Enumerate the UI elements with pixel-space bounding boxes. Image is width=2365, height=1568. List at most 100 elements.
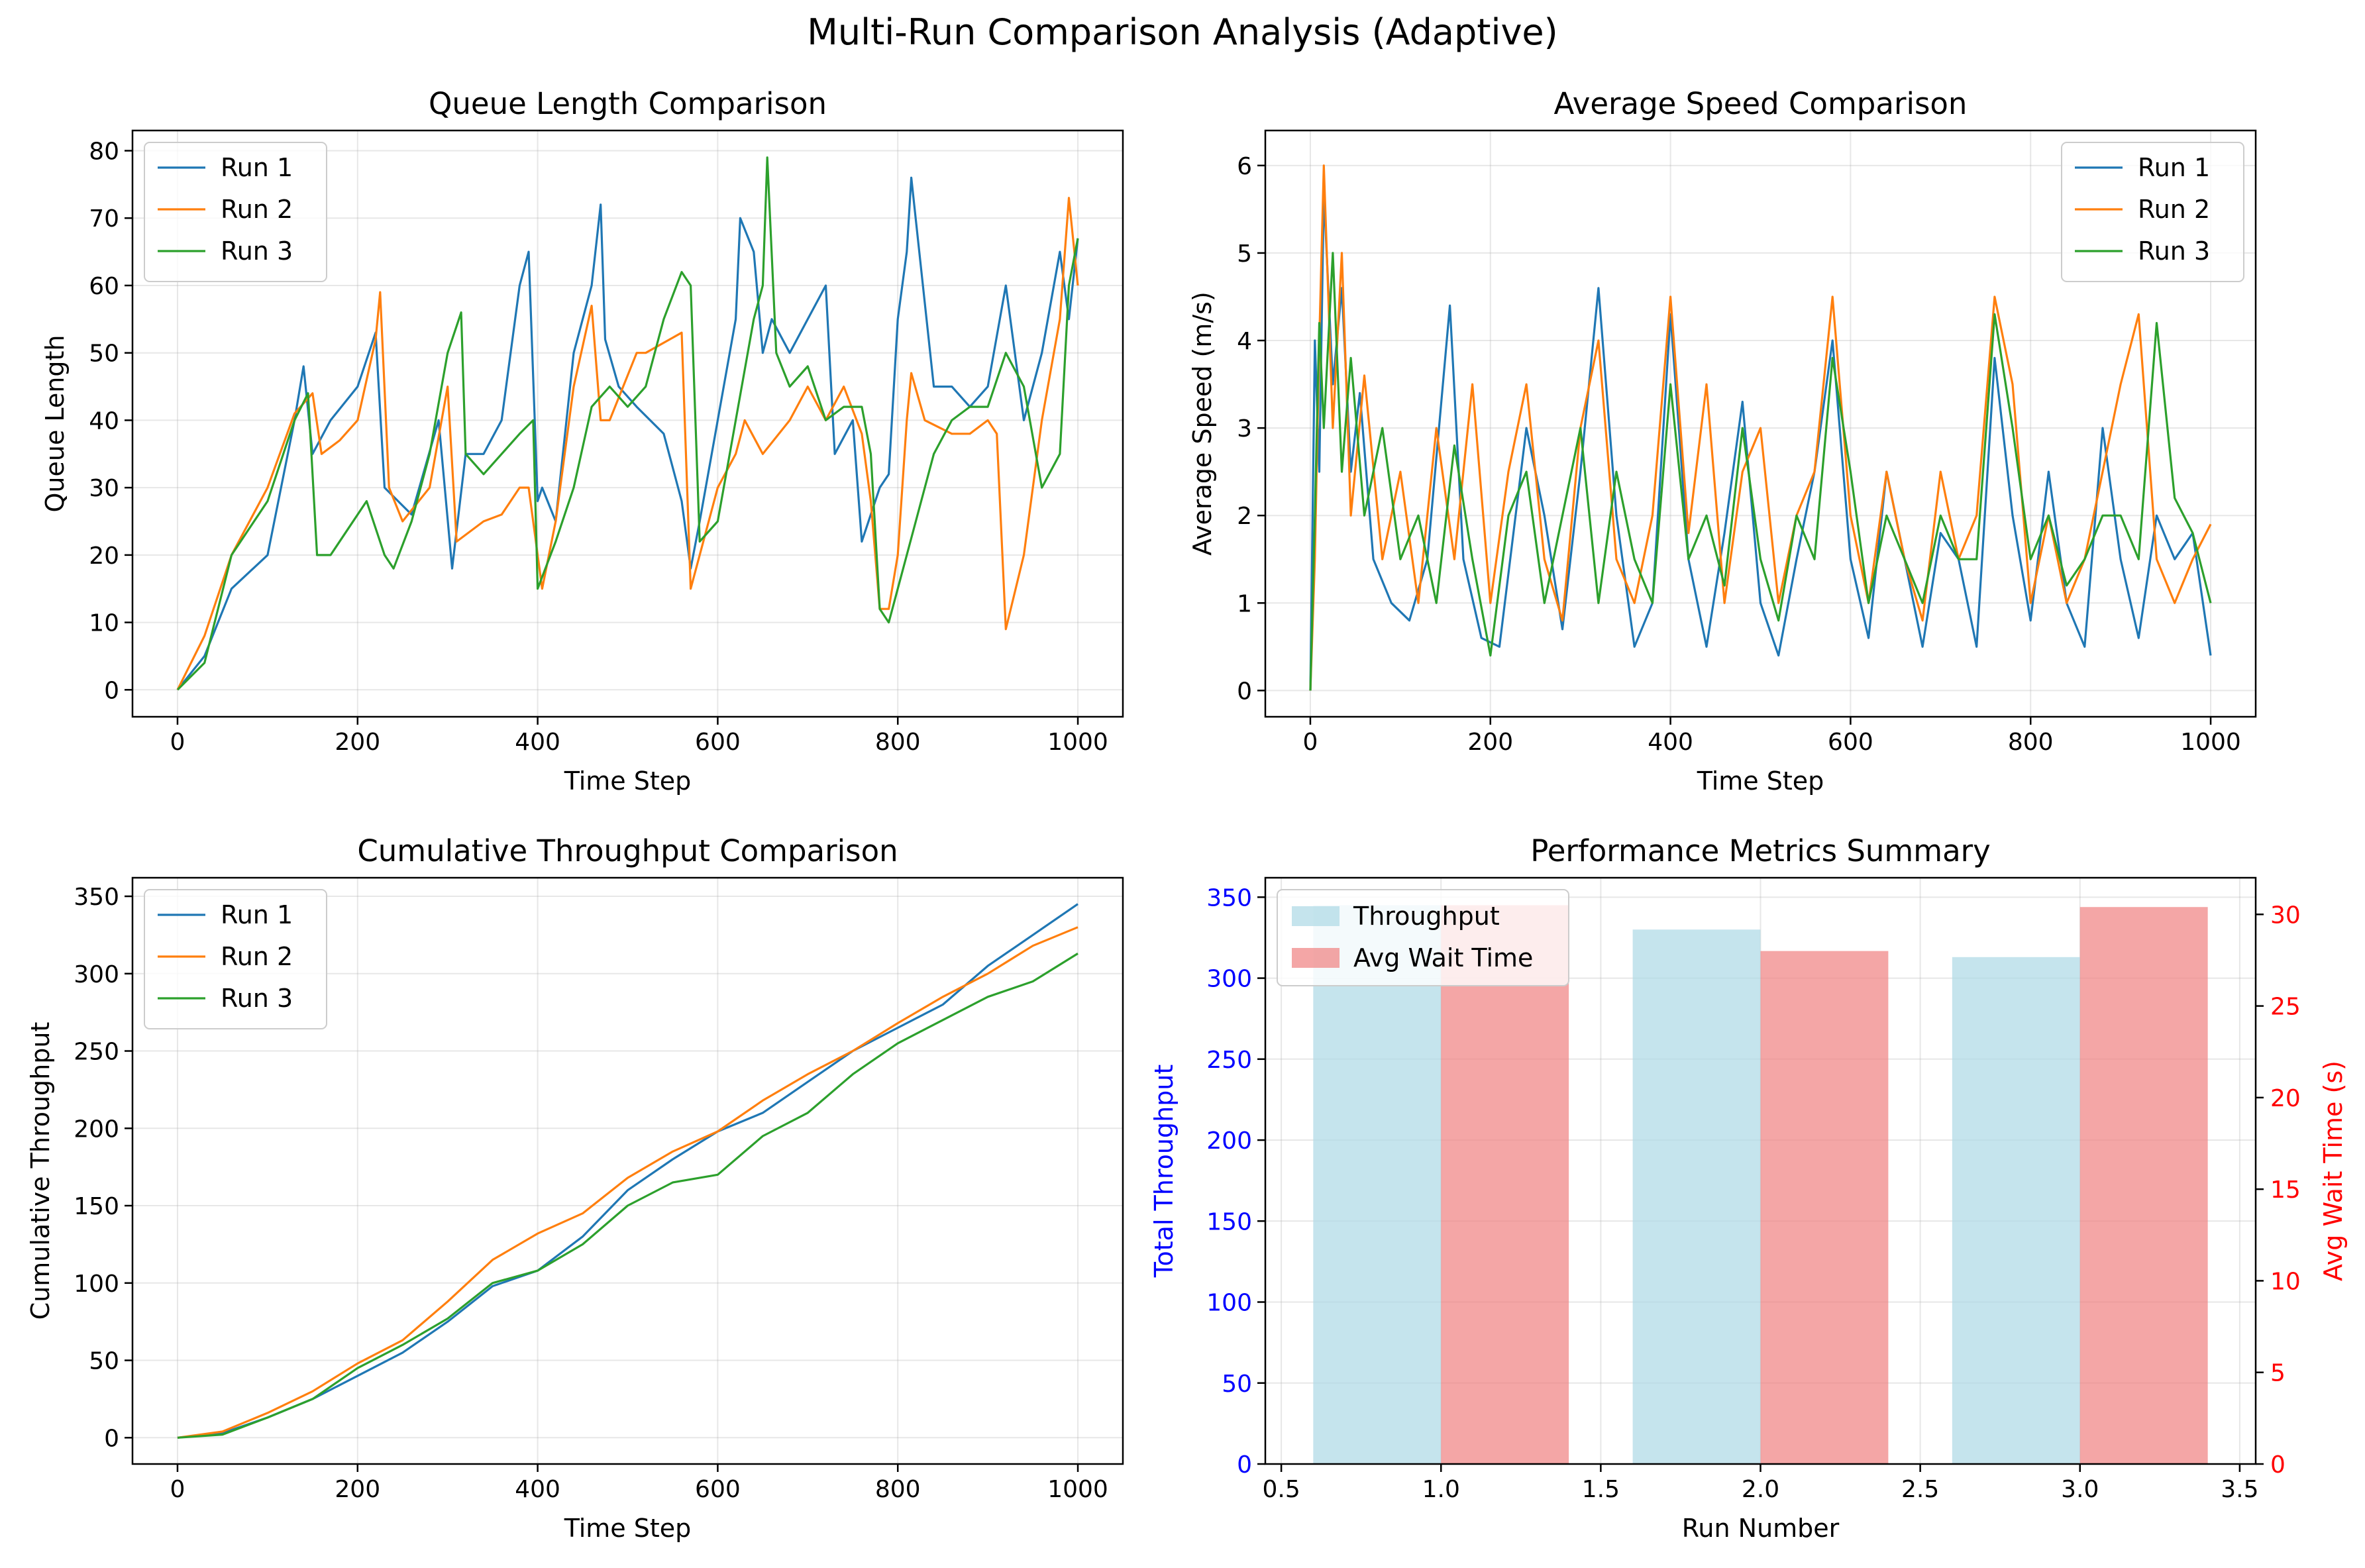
legend-label: Run 3 xyxy=(2138,236,2210,266)
y-tick-label: 0 xyxy=(104,1425,119,1452)
series-line-run-1 xyxy=(176,176,1079,691)
x-tick-label: 200 xyxy=(1467,729,1513,756)
y-left-tick-label: 100 xyxy=(1206,1290,1252,1317)
charts-layer: 0 200 400 600 800 100001020304050607080Queue … xyxy=(26,86,2348,1543)
y-left-axis-label: Total Throughput xyxy=(1149,1065,1179,1279)
axes-frame xyxy=(131,129,1124,718)
x-tick-label: 3.5 xyxy=(2221,1476,2258,1503)
y-tick-label: 150 xyxy=(74,1193,119,1220)
legend-swatch xyxy=(1292,906,1340,926)
chart-title: Average Speed Comparison xyxy=(1554,86,1968,121)
bar-wait-time-run-3 xyxy=(2079,907,2208,1464)
y-left-tick-label: 350 xyxy=(1206,884,1252,912)
x-tick-label: 600 xyxy=(1828,729,1873,756)
y-tick-label: 1 xyxy=(1237,590,1252,617)
axes-frame xyxy=(131,876,1124,1465)
y-axis-label: Cumulative Throughput xyxy=(26,1022,55,1320)
y-tick-label: 10 xyxy=(89,610,119,637)
y-tick-label: 0 xyxy=(1237,678,1252,705)
y-tick-label: 250 xyxy=(74,1039,119,1066)
x-tick-label: 1000 xyxy=(1047,1476,1108,1503)
y-tick-label: 3 xyxy=(1237,415,1252,443)
legend-label: Run 3 xyxy=(221,236,293,266)
y-tick-label: 40 xyxy=(89,407,119,435)
x-tick-label: 400 xyxy=(515,1476,560,1503)
legend-box xyxy=(144,889,327,1029)
y-tick-label: 30 xyxy=(89,475,119,502)
y-tick-label: 350 xyxy=(74,884,119,911)
x-tick-label: 800 xyxy=(875,729,921,756)
legend-box xyxy=(2061,142,2244,282)
chart-title: Cumulative Throughput Comparison xyxy=(357,833,898,868)
y-axis-label: Average Speed (m/s) xyxy=(1188,291,1217,556)
axes-frame xyxy=(1264,129,2257,718)
y-left-tick-label: 200 xyxy=(1206,1127,1252,1155)
legend-label: Run 2 xyxy=(221,942,293,971)
legend-label: Run 1 xyxy=(221,153,293,182)
bar-wait-time-run-1 xyxy=(1441,905,1569,1464)
legend-box xyxy=(144,142,327,282)
x-tick-label: 2.0 xyxy=(1742,1476,1779,1503)
legend-box xyxy=(1277,889,1569,986)
y-right-axis-label: Avg Wait Time (s) xyxy=(2319,1061,2348,1281)
series-line-run-3 xyxy=(176,156,1079,691)
y-right-tick-label: 30 xyxy=(2270,902,2301,929)
y-tick-label: 80 xyxy=(89,138,119,166)
x-tick-label: 1.0 xyxy=(1422,1476,1460,1503)
chart-queue: 0 200 400 600 800 1000 0 10 20 30 40 50 60 70 80 Queue … xyxy=(40,86,1124,796)
y-tick-label: 50 xyxy=(89,1348,119,1375)
chart-throughput: 0 200 400 600 800 1000 0 50 100 150 200 250 300 350 Cu… xyxy=(26,833,1124,1543)
legend-label: Avg Wait Time xyxy=(1353,943,1533,972)
x-tick-label: 1000 xyxy=(1047,729,1108,756)
legend-label: Run 2 xyxy=(221,195,293,224)
y-axis-label: Queue Length xyxy=(40,335,70,513)
bar-throughput-run-3 xyxy=(1952,957,2080,1464)
y-tick-label: 4 xyxy=(1237,328,1252,355)
y-tick-label: 20 xyxy=(89,543,119,570)
x-tick-label: 400 xyxy=(1648,729,1693,756)
y-left-tick-label: 50 xyxy=(1222,1371,1252,1398)
y-left-tick-label: 250 xyxy=(1206,1047,1252,1074)
series-line-run-2 xyxy=(176,197,1079,691)
y-right-tick-label: 20 xyxy=(2270,1085,2301,1112)
y-tick-label: 0 xyxy=(104,677,119,704)
x-axis-label: Time Step xyxy=(564,766,692,796)
y-right-tick-label: 0 xyxy=(2270,1451,2286,1479)
y-tick-label: 50 xyxy=(89,340,119,368)
y-tick-label: 2 xyxy=(1237,503,1252,530)
x-axis-label: Time Step xyxy=(1697,766,1824,796)
figure-suptitle: Multi-Run Comparison Analysis (Adaptive) xyxy=(807,11,1557,53)
legend-label: Run 1 xyxy=(2138,153,2210,182)
x-tick-label: 200 xyxy=(335,729,380,756)
legend-label: Throughput xyxy=(1353,902,1500,931)
x-tick-label: 600 xyxy=(695,1476,741,1503)
bar-throughput-run-1 xyxy=(1313,905,1442,1464)
chart-title: Performance Metrics Summary xyxy=(1530,833,1991,868)
y-left-tick-label: 300 xyxy=(1206,966,1252,993)
y-right-tick-label: 5 xyxy=(2270,1360,2286,1387)
x-tick-label: 1.5 xyxy=(1582,1476,1620,1503)
y-tick-label: 200 xyxy=(74,1116,119,1143)
y-tick-label: 5 xyxy=(1237,240,1252,268)
bar-wait-time-run-2 xyxy=(1760,951,1889,1464)
chart-speed: 0 200 400 600 800 1000 0 1 2 3 4 5 6 Average Speed Co… xyxy=(1188,86,2257,796)
y-tick-label: 60 xyxy=(89,273,119,300)
y-tick-label: 300 xyxy=(74,961,119,988)
y-left-tick-label: 150 xyxy=(1206,1208,1252,1235)
y-left-tick-label: 0 xyxy=(1237,1451,1252,1479)
x-tick-label: 1000 xyxy=(2180,729,2241,756)
series-line-run-1 xyxy=(1309,190,2212,691)
chart-summary: 0.5 1.0 1.5 2.0 2.5 3.0 3.50501001502002503003… xyxy=(1149,833,2348,1543)
x-tick-label: 2.5 xyxy=(1901,1476,1939,1503)
y-right-tick-label: 25 xyxy=(2270,994,2301,1021)
legend-label: Run 3 xyxy=(221,984,293,1013)
x-tick-label: 800 xyxy=(875,1476,921,1503)
series-line-run-2 xyxy=(177,926,1078,1439)
legend-label: Run 2 xyxy=(2138,195,2210,224)
legend-swatch xyxy=(1292,948,1340,968)
y-right-tick-label: 15 xyxy=(2270,1176,2301,1204)
x-axis-label: Run Number xyxy=(1682,1514,1840,1543)
series-line-run-3 xyxy=(1309,252,2212,691)
x-tick-label: 400 xyxy=(515,729,560,756)
